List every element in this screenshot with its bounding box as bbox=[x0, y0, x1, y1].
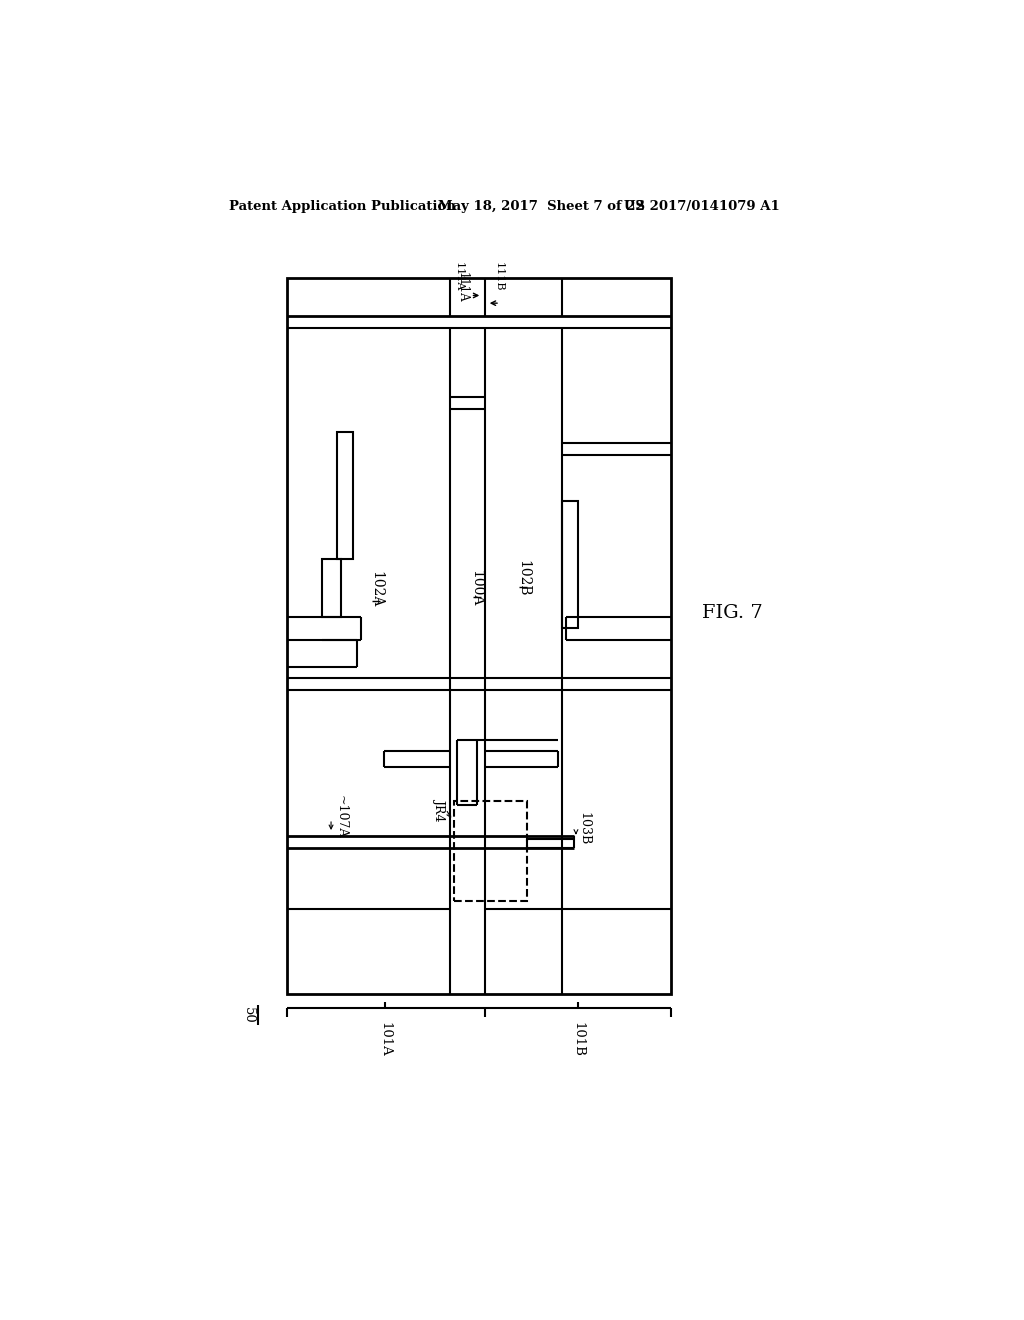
Bar bbox=[337, 432, 352, 558]
Text: 50: 50 bbox=[242, 1007, 255, 1024]
Text: 102A: 102A bbox=[369, 572, 383, 607]
Bar bbox=[322, 558, 341, 616]
Text: 101B: 101B bbox=[571, 1022, 584, 1056]
Text: US 2017/0141079 A1: US 2017/0141079 A1 bbox=[624, 201, 779, 214]
Text: 100A: 100A bbox=[470, 570, 483, 606]
Bar bbox=[287, 277, 671, 994]
Text: JR4: JR4 bbox=[433, 797, 445, 820]
Bar bbox=[562, 502, 578, 628]
Text: 111A: 111A bbox=[454, 263, 464, 292]
Text: 103B: 103B bbox=[578, 812, 591, 845]
Bar bbox=[454, 801, 527, 902]
Text: 102B: 102B bbox=[516, 560, 530, 597]
Text: ~107A: ~107A bbox=[335, 795, 348, 838]
Text: 111A: 111A bbox=[456, 272, 469, 304]
Text: FIG. 7: FIG. 7 bbox=[702, 603, 763, 622]
Text: 111B: 111B bbox=[494, 263, 504, 292]
Text: 101A: 101A bbox=[379, 1022, 392, 1056]
Text: Patent Application Publication: Patent Application Publication bbox=[228, 201, 456, 214]
Text: May 18, 2017  Sheet 7 of 22: May 18, 2017 Sheet 7 of 22 bbox=[438, 201, 645, 214]
